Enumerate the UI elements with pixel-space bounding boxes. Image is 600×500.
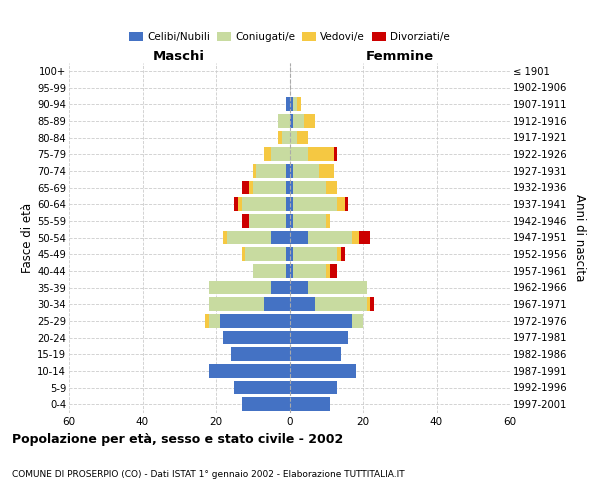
Bar [293, 264, 326, 278]
Bar [245, 248, 286, 261]
Bar [290, 164, 293, 177]
Bar [253, 264, 286, 278]
Text: Popolazione per età, sesso e stato civile - 2002: Popolazione per età, sesso e stato civil… [12, 432, 343, 446]
Bar [223, 230, 227, 244]
Bar [337, 248, 341, 261]
Bar [290, 230, 308, 244]
Bar [293, 114, 304, 128]
Bar [293, 180, 326, 194]
Bar [290, 114, 293, 128]
Bar [271, 230, 290, 244]
Bar [290, 280, 308, 294]
Bar [308, 230, 352, 244]
Bar [293, 98, 297, 111]
Bar [209, 280, 271, 294]
Bar [290, 398, 330, 411]
Bar [308, 148, 334, 161]
Bar [209, 364, 290, 378]
Bar [319, 164, 334, 177]
Text: COMUNE DI PROSERPIO (CO) - Dati ISTAT 1° gennaio 2002 - Elaborazione TUTTITALIA.: COMUNE DI PROSERPIO (CO) - Dati ISTAT 1°… [12, 470, 404, 479]
Bar [242, 398, 290, 411]
Bar [290, 380, 337, 394]
Bar [242, 180, 249, 194]
Bar [235, 198, 238, 211]
Bar [308, 280, 367, 294]
Bar [227, 230, 271, 244]
Bar [242, 214, 249, 228]
Bar [341, 248, 344, 261]
Bar [256, 164, 286, 177]
Bar [370, 298, 374, 311]
Bar [326, 214, 330, 228]
Bar [290, 298, 315, 311]
Bar [286, 198, 290, 211]
Text: Maschi: Maschi [153, 50, 205, 64]
Bar [205, 314, 209, 328]
Bar [271, 280, 290, 294]
Bar [286, 214, 290, 228]
Bar [264, 148, 271, 161]
Bar [253, 180, 286, 194]
Bar [315, 298, 367, 311]
Bar [352, 314, 363, 328]
Bar [290, 248, 293, 261]
Bar [249, 214, 286, 228]
Bar [286, 180, 290, 194]
Bar [223, 330, 290, 344]
Bar [290, 198, 293, 211]
Bar [286, 248, 290, 261]
Bar [326, 264, 330, 278]
Bar [249, 180, 253, 194]
Bar [290, 330, 348, 344]
Bar [278, 130, 282, 144]
Bar [290, 214, 293, 228]
Bar [238, 198, 242, 211]
Y-axis label: Fasce di età: Fasce di età [22, 202, 34, 272]
Bar [290, 364, 356, 378]
Bar [242, 248, 245, 261]
Bar [278, 114, 290, 128]
Y-axis label: Anni di nascita: Anni di nascita [573, 194, 586, 281]
Bar [334, 148, 337, 161]
Bar [290, 264, 293, 278]
Bar [326, 180, 337, 194]
Bar [286, 164, 290, 177]
Bar [290, 98, 293, 111]
Bar [293, 248, 337, 261]
Bar [235, 380, 290, 394]
Bar [282, 130, 290, 144]
Bar [209, 298, 264, 311]
Bar [359, 230, 370, 244]
Bar [297, 98, 301, 111]
Bar [290, 180, 293, 194]
Bar [337, 198, 344, 211]
Bar [286, 98, 290, 111]
Legend: Celibi/Nubili, Coniugati/e, Vedovi/e, Divorziati/e: Celibi/Nubili, Coniugati/e, Vedovi/e, Di… [125, 28, 454, 46]
Bar [330, 264, 337, 278]
Bar [242, 198, 286, 211]
Bar [290, 130, 297, 144]
Bar [352, 230, 359, 244]
Bar [253, 164, 256, 177]
Bar [304, 114, 315, 128]
Bar [290, 314, 352, 328]
Bar [344, 198, 348, 211]
Text: Femmine: Femmine [365, 50, 434, 64]
Bar [297, 130, 308, 144]
Bar [293, 214, 326, 228]
Bar [290, 148, 308, 161]
Bar [293, 164, 319, 177]
Bar [290, 348, 341, 361]
Bar [286, 264, 290, 278]
Bar [209, 314, 220, 328]
Bar [367, 298, 370, 311]
Bar [220, 314, 290, 328]
Bar [264, 298, 290, 311]
Bar [230, 348, 290, 361]
Bar [271, 148, 290, 161]
Bar [293, 198, 337, 211]
